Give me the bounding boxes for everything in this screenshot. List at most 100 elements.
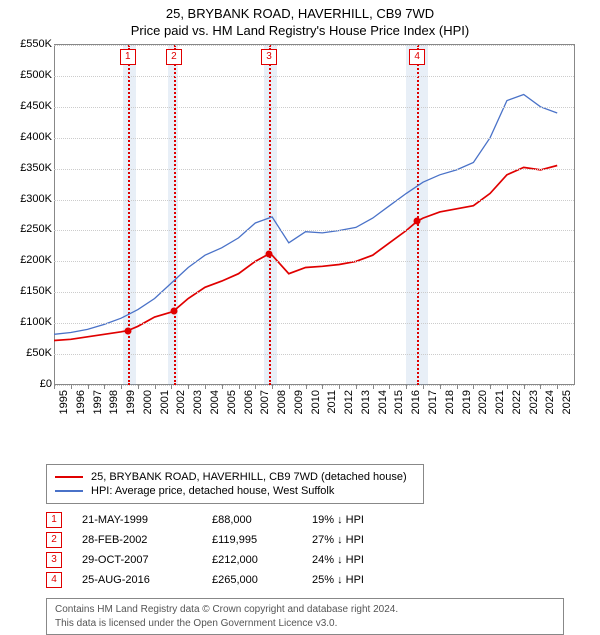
x-tick <box>339 384 340 389</box>
x-tick-label: 1998 <box>108 390 120 420</box>
x-tick <box>406 384 407 389</box>
x-tick-label: 2004 <box>209 390 221 420</box>
x-tick <box>473 384 474 389</box>
x-tick-label: 1995 <box>58 390 70 420</box>
gridline <box>54 385 574 386</box>
legend-label: 25, BRYBANK ROAD, HAVERHILL, CB9 7WD (de… <box>91 471 407 483</box>
sale-pct: 27% ↓ HPI <box>312 534 422 546</box>
x-tick-label: 2025 <box>561 390 573 420</box>
sale-price: £265,000 <box>212 574 312 586</box>
sale-row: 1 21-MAY-1999£88,00019% ↓ HPI <box>46 510 600 530</box>
x-tick <box>557 384 558 389</box>
sale-price: £88,000 <box>212 514 312 526</box>
x-tick-label: 2002 <box>175 390 187 420</box>
gridline <box>54 76 574 77</box>
x-tick-label: 2017 <box>427 390 439 420</box>
y-tick-label: £150K <box>12 285 52 297</box>
x-tick-label: 2013 <box>360 390 372 420</box>
x-tick-label: 2001 <box>159 390 171 420</box>
x-tick <box>540 384 541 389</box>
y-tick-label: £350K <box>12 162 52 174</box>
x-tick <box>104 384 105 389</box>
x-tick <box>457 384 458 389</box>
title-line-1: 25, BRYBANK ROAD, HAVERHILL, CB9 7WD <box>0 6 600 21</box>
x-tick <box>171 384 172 389</box>
x-tick-label: 2022 <box>511 390 523 420</box>
sales-table: 121-MAY-1999£88,00019% ↓ HPI228-FEB-2002… <box>46 510 600 590</box>
x-tick-label: 2023 <box>528 390 540 420</box>
y-tick-label: £450K <box>12 100 52 112</box>
event-flag: 2 <box>166 49 182 65</box>
y-tick-label: £50K <box>12 347 52 359</box>
title-line-2: Price paid vs. HM Land Registry's House … <box>0 23 600 38</box>
x-tick <box>289 384 290 389</box>
x-tick <box>222 384 223 389</box>
sale-date: 21-MAY-1999 <box>82 514 212 526</box>
legend: 25, BRYBANK ROAD, HAVERHILL, CB9 7WD (de… <box>46 464 424 504</box>
x-tick-label: 2024 <box>544 390 556 420</box>
x-tick <box>507 384 508 389</box>
x-tick <box>423 384 424 389</box>
event-flag: 1 <box>120 49 136 65</box>
sale-flag: 2 <box>46 532 62 548</box>
x-tick-label: 2011 <box>326 390 338 420</box>
x-tick <box>71 384 72 389</box>
attribution: Contains HM Land Registry data © Crown c… <box>46 598 564 635</box>
sale-flag: 4 <box>46 572 62 588</box>
legend-swatch <box>55 490 83 492</box>
gridline <box>54 169 574 170</box>
chart-title: 25, BRYBANK ROAD, HAVERHILL, CB9 7WD Pri… <box>0 0 600 38</box>
x-tick-label: 2008 <box>276 390 288 420</box>
sale-flag: 1 <box>46 512 62 528</box>
x-tick-label: 2021 <box>494 390 506 420</box>
y-tick-label: £100K <box>12 316 52 328</box>
gridline <box>54 230 574 231</box>
x-tick <box>138 384 139 389</box>
x-tick <box>54 384 55 389</box>
gridline <box>54 323 574 324</box>
sale-date: 29-OCT-2007 <box>82 554 212 566</box>
x-tick-label: 2012 <box>343 390 355 420</box>
x-tick-label: 2005 <box>226 390 238 420</box>
x-tick <box>389 384 390 389</box>
x-tick <box>88 384 89 389</box>
x-tick-label: 2016 <box>410 390 422 420</box>
x-tick <box>255 384 256 389</box>
sale-row: 425-AUG-2016£265,00025% ↓ HPI <box>46 570 600 590</box>
y-tick-label: £500K <box>12 69 52 81</box>
sale-pct: 25% ↓ HPI <box>312 574 422 586</box>
sale-marker <box>414 218 421 225</box>
sale-row: 228-FEB-2002£119,99527% ↓ HPI <box>46 530 600 550</box>
x-tick-label: 1997 <box>92 390 104 420</box>
sale-price: £119,995 <box>212 534 312 546</box>
legend-item: 25, BRYBANK ROAD, HAVERHILL, CB9 7WD (de… <box>55 471 415 483</box>
y-tick-label: £200K <box>12 254 52 266</box>
sale-pct: 19% ↓ HPI <box>312 514 422 526</box>
y-tick-label: £250K <box>12 223 52 235</box>
gridline <box>54 354 574 355</box>
y-tick-label: £0 <box>12 378 52 390</box>
line-canvas <box>54 45 574 385</box>
x-tick <box>121 384 122 389</box>
x-tick <box>306 384 307 389</box>
legend-label: HPI: Average price, detached house, West… <box>91 485 334 497</box>
sale-flag: 3 <box>46 552 62 568</box>
gridline <box>54 261 574 262</box>
x-tick-label: 2019 <box>461 390 473 420</box>
gridline <box>54 292 574 293</box>
x-tick <box>440 384 441 389</box>
legend-swatch <box>55 476 83 478</box>
x-tick-label: 2014 <box>377 390 389 420</box>
x-tick-label: 1999 <box>125 390 137 420</box>
x-tick-label: 2010 <box>310 390 322 420</box>
footer-line-1: Contains HM Land Registry data © Crown c… <box>55 603 555 617</box>
x-tick-label: 2000 <box>142 390 154 420</box>
y-tick-label: £300K <box>12 193 52 205</box>
x-tick <box>524 384 525 389</box>
x-tick <box>322 384 323 389</box>
x-tick <box>272 384 273 389</box>
sale-marker <box>124 327 131 334</box>
event-flag: 3 <box>261 49 277 65</box>
gridline <box>54 107 574 108</box>
y-tick-label: £400K <box>12 131 52 143</box>
